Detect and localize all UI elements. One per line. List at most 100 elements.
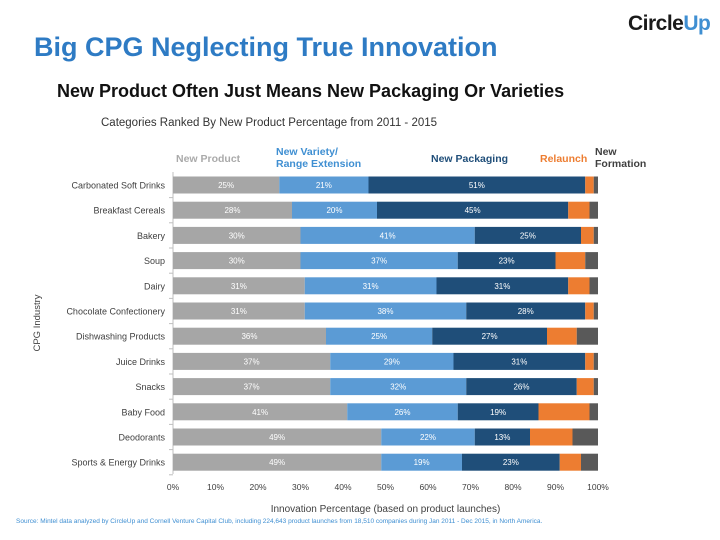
category-label: Bakery (137, 231, 166, 241)
bar-segment (173, 252, 301, 270)
bar-segment (555, 252, 586, 270)
bar-segment (436, 277, 569, 295)
category-label: Carbonated Soft Drinks (71, 181, 165, 191)
bar-segment (304, 277, 437, 295)
bar-segment (593, 176, 598, 194)
data-label: 26% (513, 383, 529, 392)
bar-segment (304, 302, 467, 320)
bar-segment (173, 201, 292, 219)
legend-new-packaging: New Packaging (431, 153, 508, 165)
legend-new-product: New Product (176, 153, 241, 165)
data-label: 28% (518, 307, 534, 316)
bar-segment (585, 252, 598, 270)
data-label: 25% (520, 231, 536, 240)
data-label: 38% (377, 307, 393, 316)
bar-segment (530, 428, 573, 446)
source-note: Source: Mintel data analyzed by CircleUp… (16, 518, 543, 525)
bar-segment (300, 226, 475, 244)
data-label: 31% (511, 357, 527, 366)
bar-segment (173, 302, 305, 320)
data-label: 29% (384, 357, 400, 366)
x-tick-label: 30% (292, 482, 309, 492)
x-tick-label: 60% (419, 482, 436, 492)
data-label: 25% (218, 181, 234, 190)
bar-segment (432, 327, 547, 345)
bar-segment (593, 226, 598, 244)
bar-segment (326, 327, 433, 345)
bar-segment (292, 201, 377, 219)
bar-segment (457, 403, 539, 421)
bar-segment (279, 176, 369, 194)
x-tick-label: 70% (462, 482, 479, 492)
category-label: Dishwashing Products (76, 332, 166, 342)
data-label: 49% (269, 433, 285, 442)
bar-segment (330, 378, 467, 396)
category-label: Baby Food (121, 407, 165, 417)
category-label: Deodorants (118, 433, 165, 443)
bar-segment (576, 327, 598, 345)
data-label: 28% (224, 206, 240, 215)
bar-segment (538, 403, 590, 421)
data-label: 32% (390, 383, 406, 392)
bar-segment (173, 327, 326, 345)
bar-segment (453, 352, 586, 370)
data-label: 37% (371, 257, 387, 266)
page-subtitle: New Product Often Just Means New Packagi… (57, 81, 565, 101)
x-tick-label: 10% (207, 482, 224, 492)
data-label: 49% (269, 458, 285, 467)
category-label: Soup (144, 256, 165, 266)
category-label: Sports & Energy Drinks (71, 458, 165, 468)
bar-segment (466, 302, 586, 320)
data-label: 31% (231, 307, 247, 316)
bar-segment (593, 302, 598, 320)
bar-segment (589, 201, 598, 219)
bar-segment (585, 176, 594, 194)
data-label: 45% (465, 206, 481, 215)
bar-segment (474, 428, 530, 446)
category-label: Juice Drinks (116, 357, 166, 367)
data-label: 21% (316, 181, 332, 190)
bar-segment (581, 453, 598, 471)
x-tick-label: 90% (547, 482, 564, 492)
category-label: Dairy (144, 281, 166, 291)
category-label: Snacks (135, 382, 165, 392)
data-label: 41% (380, 231, 396, 240)
bar-segment (589, 403, 598, 421)
bar-segment (466, 378, 577, 396)
bar-segment (589, 277, 598, 295)
x-axis-title: Innovation Percentage (based on product … (271, 504, 501, 515)
data-label: 23% (503, 458, 519, 467)
bar-segment (581, 226, 594, 244)
data-label: 30% (229, 231, 245, 240)
data-label: 37% (244, 357, 260, 366)
data-label: 30% (229, 257, 245, 266)
bar-segment (474, 226, 581, 244)
bar-segment (585, 352, 594, 370)
y-axis-title: CPG Industry (32, 294, 43, 351)
bar-segment (347, 403, 458, 421)
bar-segment (568, 277, 590, 295)
bar-segment (457, 252, 556, 270)
x-tick-label: 100% (587, 482, 609, 492)
x-tick-label: 20% (249, 482, 266, 492)
data-label: 31% (363, 282, 379, 291)
data-label: 26% (394, 408, 410, 417)
bar-segment (300, 252, 458, 270)
category-label: Breakfast Cereals (93, 206, 165, 216)
bar-segment (173, 176, 280, 194)
data-label: 31% (231, 282, 247, 291)
bar-segment (381, 453, 462, 471)
data-label: 31% (494, 282, 510, 291)
data-label: 37% (244, 383, 260, 392)
chart-caption: Categories Ranked By New Product Percent… (101, 117, 438, 129)
bar-segment (173, 428, 382, 446)
bar-segment (572, 428, 598, 446)
data-label: 36% (241, 332, 257, 341)
bar-segment (547, 327, 577, 345)
bar-segment (462, 453, 560, 471)
x-tick-label: 0% (167, 482, 180, 492)
legend-relaunch: Relaunch (540, 153, 587, 165)
bar-segment (593, 352, 598, 370)
bar-segment (576, 378, 594, 396)
